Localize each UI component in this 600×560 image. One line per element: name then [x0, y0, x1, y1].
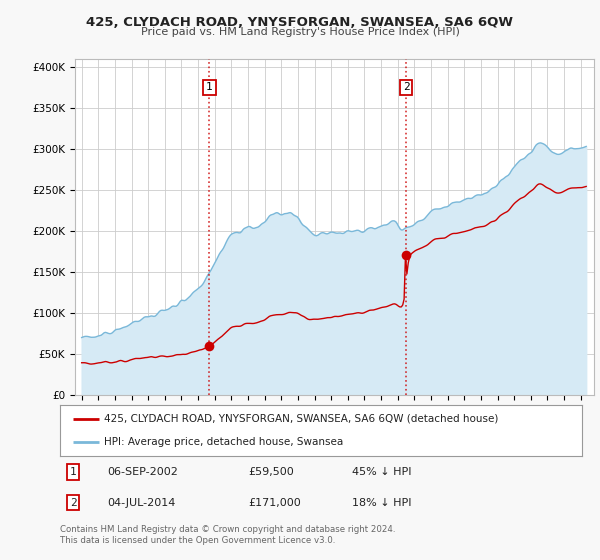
Text: 2: 2 — [403, 82, 409, 92]
Text: 45% ↓ HPI: 45% ↓ HPI — [352, 467, 412, 477]
Text: 06-SEP-2002: 06-SEP-2002 — [107, 467, 178, 477]
Text: 18% ↓ HPI: 18% ↓ HPI — [352, 498, 412, 508]
Text: Price paid vs. HM Land Registry's House Price Index (HPI): Price paid vs. HM Land Registry's House … — [140, 27, 460, 37]
Text: Contains HM Land Registry data © Crown copyright and database right 2024.
This d: Contains HM Land Registry data © Crown c… — [60, 525, 395, 545]
Text: HPI: Average price, detached house, Swansea: HPI: Average price, detached house, Swan… — [104, 437, 344, 447]
Text: 2: 2 — [70, 498, 76, 508]
Text: 1: 1 — [70, 467, 76, 477]
Text: £59,500: £59,500 — [248, 467, 293, 477]
Text: 425, CLYDACH ROAD, YNYSFORGAN, SWANSEA, SA6 6QW: 425, CLYDACH ROAD, YNYSFORGAN, SWANSEA, … — [86, 16, 514, 29]
Text: 04-JUL-2014: 04-JUL-2014 — [107, 498, 175, 508]
Text: 425, CLYDACH ROAD, YNYSFORGAN, SWANSEA, SA6 6QW (detached house): 425, CLYDACH ROAD, YNYSFORGAN, SWANSEA, … — [104, 414, 499, 424]
Text: £171,000: £171,000 — [248, 498, 301, 508]
Text: 1: 1 — [206, 82, 213, 92]
